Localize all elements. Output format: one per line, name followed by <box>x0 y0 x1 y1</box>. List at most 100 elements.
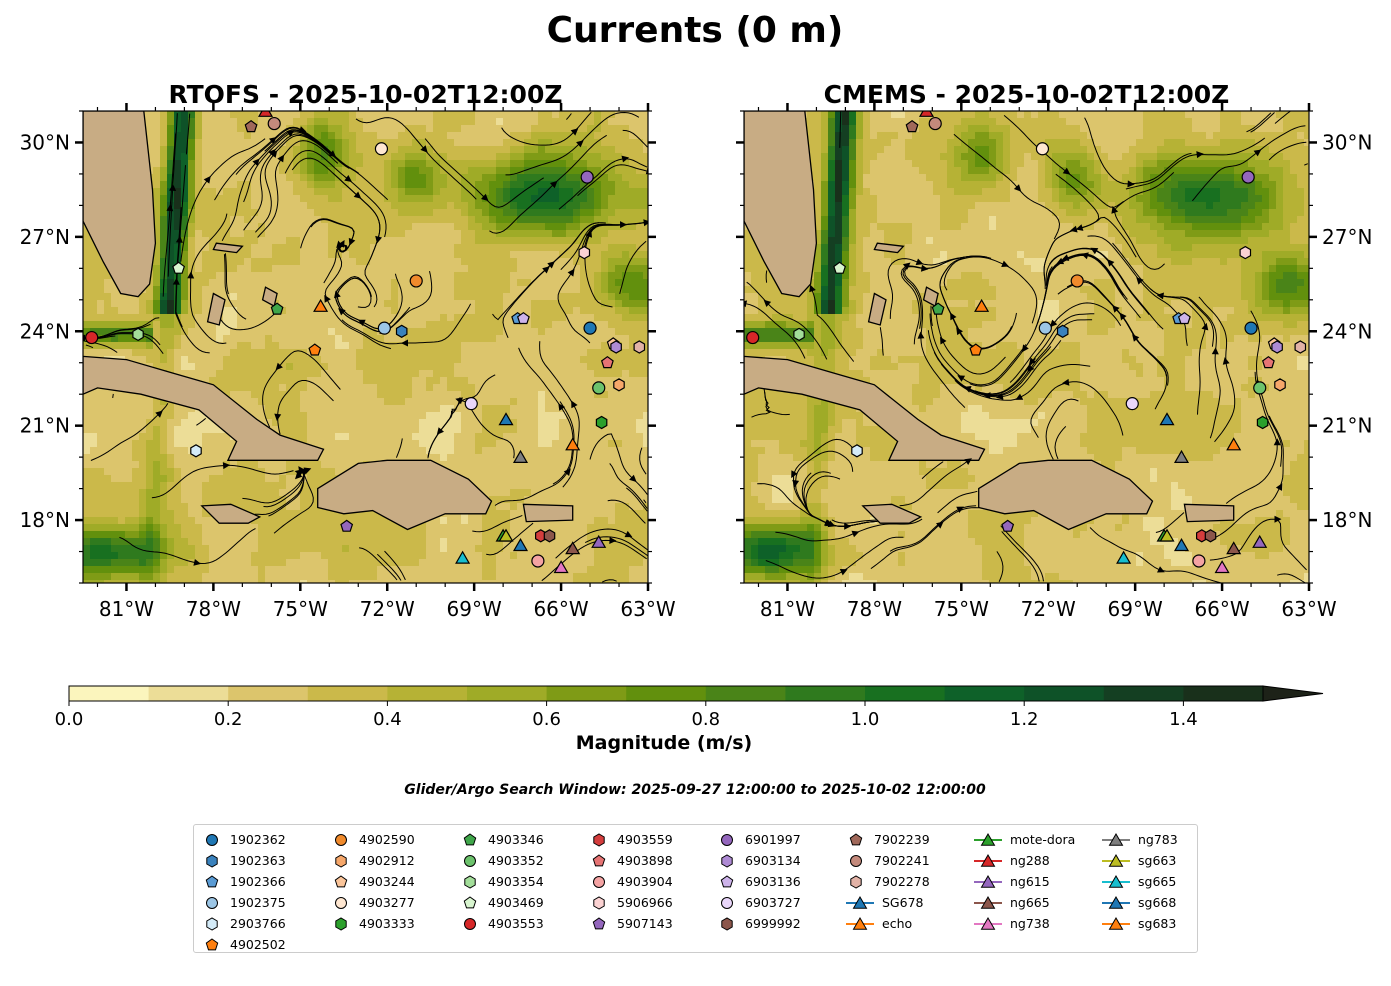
colorbar-tick-label: 1.4 <box>1169 709 1198 730</box>
streamline-arrow <box>1069 225 1078 233</box>
obs-marker-4903898 <box>1261 355 1275 369</box>
streamline-arrow <box>996 393 1004 400</box>
obs-marker-4903333 <box>595 415 608 430</box>
streamline <box>489 134 607 234</box>
streamline <box>151 464 294 499</box>
streamline <box>1155 512 1185 533</box>
obs-marker-1902375 <box>377 321 391 335</box>
obs-marker-5906966 <box>578 245 591 260</box>
streamline-arrow <box>1111 206 1119 214</box>
legend-item: 6903136 <box>715 871 801 892</box>
legend-label: 4903333 <box>359 916 415 931</box>
streamline-arrow <box>1274 515 1282 523</box>
streamline-arrow <box>1062 378 1070 386</box>
streamline <box>1084 117 1192 185</box>
obs-marker-4903469 <box>833 261 847 274</box>
land-mass <box>744 111 818 298</box>
legend-item: 5906966 <box>587 892 673 913</box>
streamline-arrow <box>274 413 282 421</box>
legend-item: 6903727 <box>715 892 801 913</box>
streamline-arrow <box>270 150 278 158</box>
obs-marker-ng665 <box>565 541 581 555</box>
streamline-arrow <box>1028 357 1036 366</box>
obs-marker-6901997 <box>1241 170 1255 184</box>
legend-marker-icon <box>335 916 347 931</box>
streamline-arrow <box>348 237 356 246</box>
obs-marker-1902362 <box>583 321 597 335</box>
legend-item: 4902502 <box>200 934 286 955</box>
legend-label: sg668 <box>1138 895 1177 910</box>
streamline <box>1114 172 1175 270</box>
obs-marker-4903469 <box>172 261 186 274</box>
colorbar-segment <box>626 686 707 701</box>
legend-column: 7902239 7902241 7902278 SG678 echo <box>844 829 930 934</box>
obs-marker-sg668 <box>512 537 529 552</box>
streamline <box>1089 527 1221 583</box>
legend-marker-icon <box>1102 895 1130 909</box>
colorbar-segment <box>467 686 548 701</box>
obs-marker-4903553 <box>85 330 99 345</box>
streamline <box>1215 415 1284 538</box>
legend-item: 7902241 <box>844 850 930 871</box>
streamline <box>175 207 210 354</box>
streamline <box>765 270 768 283</box>
streamline-arrow <box>172 277 180 285</box>
obs-marker-6903136 <box>1177 311 1191 325</box>
land-mass <box>200 503 262 524</box>
colorbar-tick-label: 1.0 <box>851 709 880 730</box>
streamline-arrow <box>269 137 277 145</box>
panel-title: RTOFS - 2025-10-02T12:00Z <box>169 80 563 109</box>
streamline <box>505 111 640 176</box>
streamline <box>486 522 534 556</box>
streamline <box>943 256 1038 324</box>
streamline <box>974 313 1095 395</box>
streamline-arrow <box>956 506 964 513</box>
streamline-arrow <box>570 128 579 136</box>
obs-marker-4903277 <box>1035 142 1050 156</box>
obs-marker-6903136 <box>516 311 530 325</box>
streamline <box>1030 381 1124 438</box>
streamline <box>1246 112 1272 133</box>
observation-markers <box>85 111 646 574</box>
streamline <box>584 536 648 557</box>
legend-item: ng738 <box>972 913 1075 934</box>
legend-marker-icon <box>974 874 1002 888</box>
obs-marker-4903333 <box>1256 415 1269 430</box>
legend-marker-icon <box>974 832 1002 846</box>
legend-marker-icon <box>206 853 218 868</box>
legend-marker-icon <box>335 896 347 909</box>
legend-item: 5907143 <box>587 913 673 934</box>
obs-marker-4903904 <box>1192 554 1206 568</box>
streamline <box>167 113 178 277</box>
obs-marker-sg668 <box>1173 537 1190 552</box>
legend-label: 4902502 <box>230 937 286 952</box>
streamline-arrow <box>1156 292 1164 300</box>
streamline <box>921 461 944 480</box>
legend-label: 4903346 <box>488 832 544 847</box>
lon-tick-label: 75°W <box>934 597 989 621</box>
colorbar-segment <box>228 686 309 701</box>
streamline-arrow <box>203 175 211 184</box>
streamline <box>810 287 855 362</box>
streamline <box>1274 111 1291 124</box>
streamline <box>1054 426 1067 460</box>
streamline-arrow <box>936 521 944 529</box>
streamline-arrow <box>624 530 633 538</box>
streamline <box>355 117 477 200</box>
streamline-arrow <box>851 530 860 538</box>
streamline <box>625 487 648 512</box>
legend-marker-icon <box>593 895 605 910</box>
legend-label: mote-dora <box>1010 832 1076 847</box>
streamline-arrow <box>839 569 848 576</box>
legend-marker-icon <box>1102 832 1130 846</box>
lon-tick-label: 72°W <box>360 597 415 621</box>
legend-marker-icon <box>721 896 733 909</box>
streamline <box>935 302 1006 375</box>
legend-marker-icon <box>1102 874 1130 888</box>
streamline-arrow <box>275 362 283 371</box>
obs-marker-ng738 <box>1214 560 1230 574</box>
streamline <box>1043 216 1137 289</box>
lat-tick-label: 21°N <box>1322 414 1372 438</box>
colorbar-segment <box>387 686 468 701</box>
legend-column: 6901997 6903134 6903136 6903727 6999992 <box>715 829 801 934</box>
